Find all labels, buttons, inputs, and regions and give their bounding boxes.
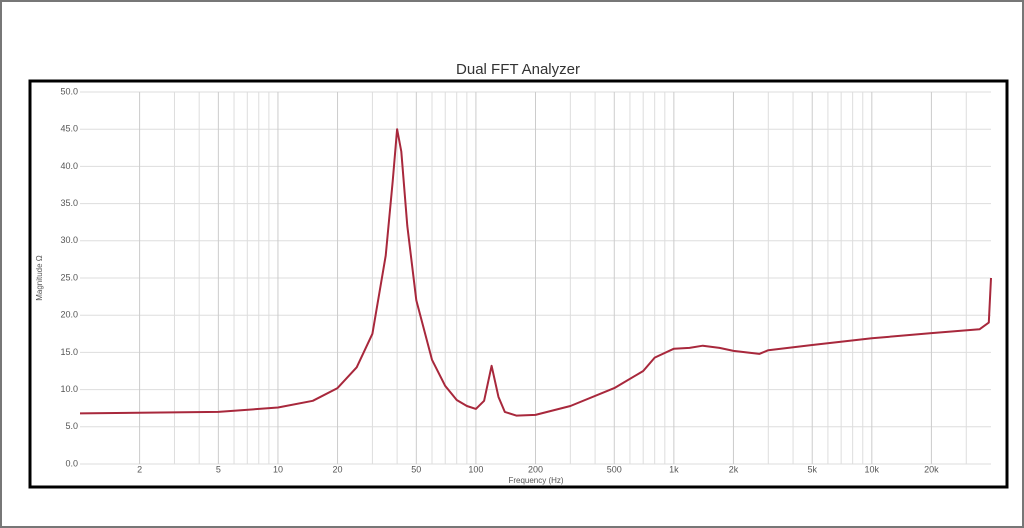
x-tick-label: 20	[333, 464, 343, 474]
x-tick-label: 100	[468, 464, 483, 474]
y-tick-label: 30.0	[60, 235, 78, 245]
x-tick-label: 200	[528, 464, 543, 474]
y-axis-label: Magnitude Ω	[35, 255, 44, 301]
y-tick-label: 35.0	[60, 198, 78, 208]
x-tick-label: 1k	[669, 464, 679, 474]
x-tick-label: 2k	[729, 464, 739, 474]
x-tick-label: 50	[411, 464, 421, 474]
x-axis-label: Frequency (Hz)	[508, 476, 563, 485]
x-tick-label: 20k	[924, 464, 939, 474]
y-tick-label: 0.0	[65, 458, 78, 468]
x-tick-label: 10k	[865, 464, 880, 474]
y-tick-label: 25.0	[60, 272, 78, 282]
series-line	[79, 128, 992, 417]
x-tick-label: 5k	[807, 464, 817, 474]
x-tick-label: 10	[273, 464, 283, 474]
x-tick-label: 2	[137, 464, 142, 474]
y-tick-label: 5.0	[65, 421, 78, 431]
y-tick-label: 40.0	[60, 161, 78, 171]
y-tick-label: 50.0	[60, 86, 78, 96]
y-tick-label: 15.0	[60, 347, 78, 357]
y-tick-label: 10.0	[60, 384, 78, 394]
chart-title: Dual FFT Analyzer	[456, 61, 580, 78]
x-tick-label: 5	[216, 464, 221, 474]
chart-box	[28, 79, 1009, 489]
x-tick-label: 500	[607, 464, 622, 474]
y-tick-label: 20.0	[60, 310, 78, 320]
y-tick-label: 45.0	[60, 124, 78, 134]
